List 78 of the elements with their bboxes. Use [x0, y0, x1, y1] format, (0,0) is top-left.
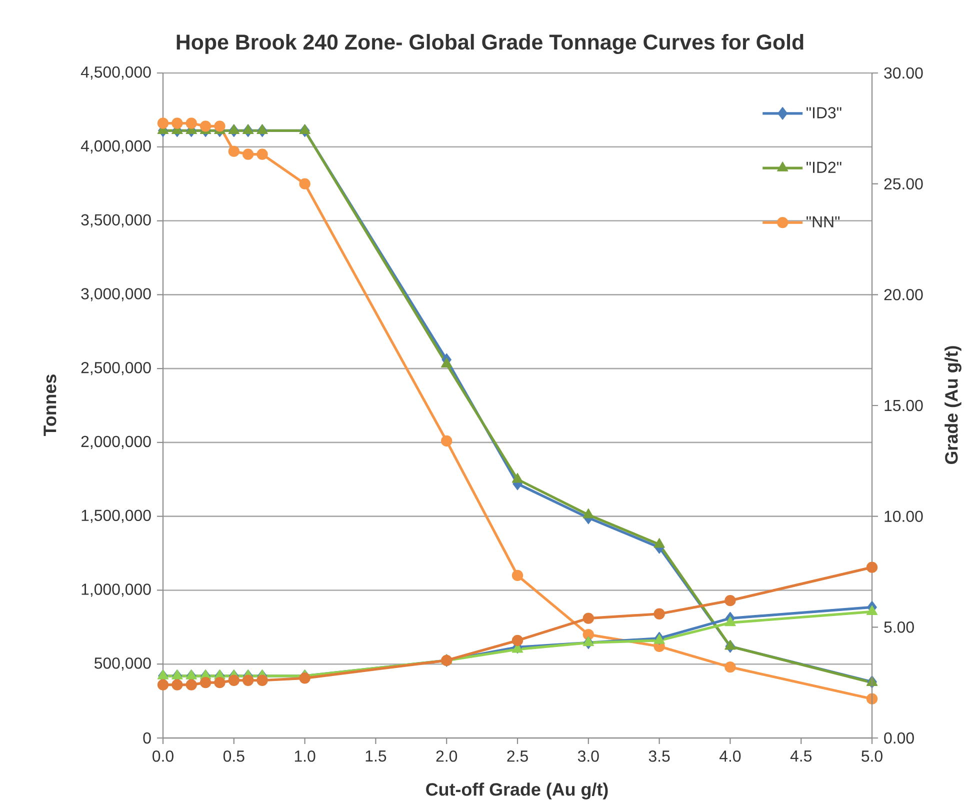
point	[186, 118, 197, 129]
point	[299, 178, 310, 190]
point	[724, 661, 736, 673]
point	[228, 124, 240, 134]
x-tick-label: 1.5	[366, 750, 386, 762]
y-tick-label: 3,500,000	[81, 214, 151, 228]
point	[228, 674, 240, 686]
point	[582, 508, 594, 518]
y2-tick-label: 10.00	[884, 510, 923, 522]
legend-label: "NN"	[806, 216, 840, 228]
point	[228, 146, 240, 157]
y-tick-label: 4,000,000	[80, 140, 151, 154]
x-tick-label: 0.5	[223, 750, 244, 762]
point	[157, 679, 169, 690]
point	[172, 670, 183, 680]
point	[256, 674, 268, 686]
y2-tick-label: 30.00	[884, 67, 923, 79]
point	[299, 672, 310, 684]
point	[172, 118, 183, 129]
y-tick-label: 2,000,000	[81, 436, 151, 450]
point	[512, 634, 524, 646]
y2-tick-label: 25.00	[884, 178, 923, 190]
point	[441, 358, 452, 368]
point	[654, 608, 665, 620]
point	[654, 538, 665, 548]
point	[582, 612, 594, 624]
point	[242, 124, 254, 134]
legend-label: "ID2"	[806, 162, 842, 173]
y2-tick-label: 15.00	[884, 400, 923, 412]
x-tick-label: 3.5	[648, 750, 670, 762]
x-axis-title: Cut-off Grade (Au g/t)	[426, 782, 608, 800]
point	[242, 148, 254, 160]
y-tick-label: 3,000,000	[81, 288, 151, 302]
y-tick-label: 1,000,000	[82, 584, 151, 597]
point	[299, 124, 310, 134]
y2-tick-label: 0.00	[884, 732, 914, 744]
point	[214, 120, 226, 132]
chart-title: Hope Brook 240 Zone- Global Grade Tonnage Curves for Gold	[176, 34, 804, 54]
legend-label: "ID3"	[806, 107, 842, 118]
point	[214, 676, 226, 688]
point	[866, 605, 878, 616]
x-tick-label: 0.0	[152, 750, 174, 762]
x-tick-label: 2.0	[436, 750, 458, 762]
point	[866, 562, 878, 573]
x-tick-label: 1.0	[294, 750, 316, 762]
x-tick-label: 3.0	[578, 750, 599, 762]
x-tick-label: 4.5	[790, 750, 812, 762]
point	[724, 594, 736, 606]
point	[256, 124, 268, 134]
x-tick-label: 5.0	[862, 750, 882, 762]
y-tick-label: 4,500,000	[80, 66, 151, 80]
point	[724, 616, 736, 626]
y-tick-label: 500,000	[94, 658, 151, 671]
point	[582, 636, 594, 646]
y-tick-label: 2,500,000	[81, 362, 151, 376]
point	[200, 120, 212, 132]
y-axis-title: Tonnes	[44, 374, 56, 436]
point	[654, 634, 665, 644]
x-tick-label: 2.5	[507, 750, 528, 762]
point	[512, 570, 524, 582]
point	[512, 472, 524, 483]
point	[172, 679, 183, 690]
point	[441, 435, 452, 447]
y2-tick-label: 20.00	[884, 289, 923, 300]
point	[256, 148, 268, 160]
point	[186, 679, 197, 690]
point	[157, 670, 169, 680]
x-tick-label: 4.0	[719, 750, 741, 762]
point	[724, 640, 736, 650]
point	[866, 693, 878, 704]
point	[186, 670, 197, 680]
y2-axis-title: Grade (Au g/t)	[944, 346, 962, 464]
point	[200, 676, 212, 688]
point	[242, 674, 254, 686]
point	[157, 118, 169, 129]
y-tick-label: 0	[143, 732, 151, 744]
y-tick-label: 1,500,000	[82, 510, 151, 523]
y2-tick-label: 5.00	[884, 622, 914, 633]
